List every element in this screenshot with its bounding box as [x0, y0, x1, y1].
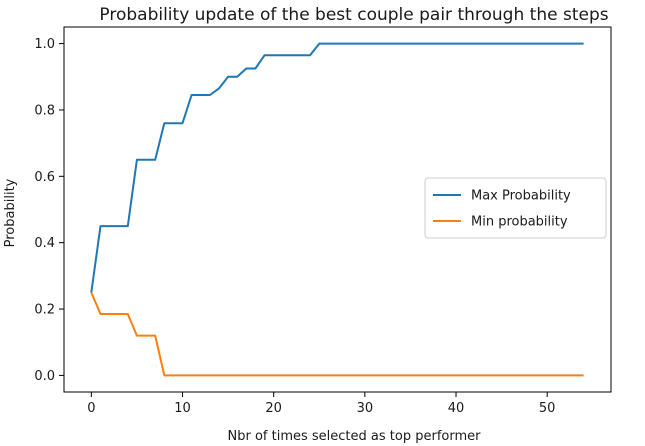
- legend: Max Probability Min probability: [424, 177, 607, 239]
- x-tick-label: 10: [174, 401, 191, 416]
- x-tick-label: 20: [265, 401, 282, 416]
- x-tick-label: 40: [448, 401, 465, 416]
- plot-area: 0 10 20 30 40 50 0.0 0.2 0.4 0.6 0.8 1.0: [34, 26, 612, 416]
- series-line-min: [90, 292, 584, 377]
- y-axis-label: Probability: [3, 178, 18, 247]
- series-layer: [90, 42, 584, 377]
- y-tick-label: 0.6: [34, 170, 55, 185]
- plot-frame: [63, 26, 612, 393]
- tick-layer: 0 10 20 30 40 50 0.0 0.2 0.4 0.6 0.8 1.0: [34, 37, 555, 416]
- y-tick-label: 0.8: [34, 103, 55, 118]
- y-tick-label: 1.0: [34, 37, 55, 52]
- y-tick-label: 0.0: [34, 369, 55, 384]
- y-tick-label: 0.2: [34, 303, 55, 318]
- x-axis-label: Nbr of times selected as top performer: [228, 429, 482, 444]
- legend-label: Max Probability: [471, 189, 571, 204]
- x-tick-label: 0: [87, 401, 95, 416]
- legend-label: Min probability: [471, 215, 568, 230]
- legend-box: [424, 177, 607, 239]
- x-tick-label: 50: [539, 401, 556, 416]
- y-tick-label: 0.4: [34, 236, 55, 251]
- series-line-max: [90, 42, 584, 293]
- chart-title: Probability update of the best couple pa…: [99, 5, 608, 25]
- x-tick-label: 30: [357, 401, 374, 416]
